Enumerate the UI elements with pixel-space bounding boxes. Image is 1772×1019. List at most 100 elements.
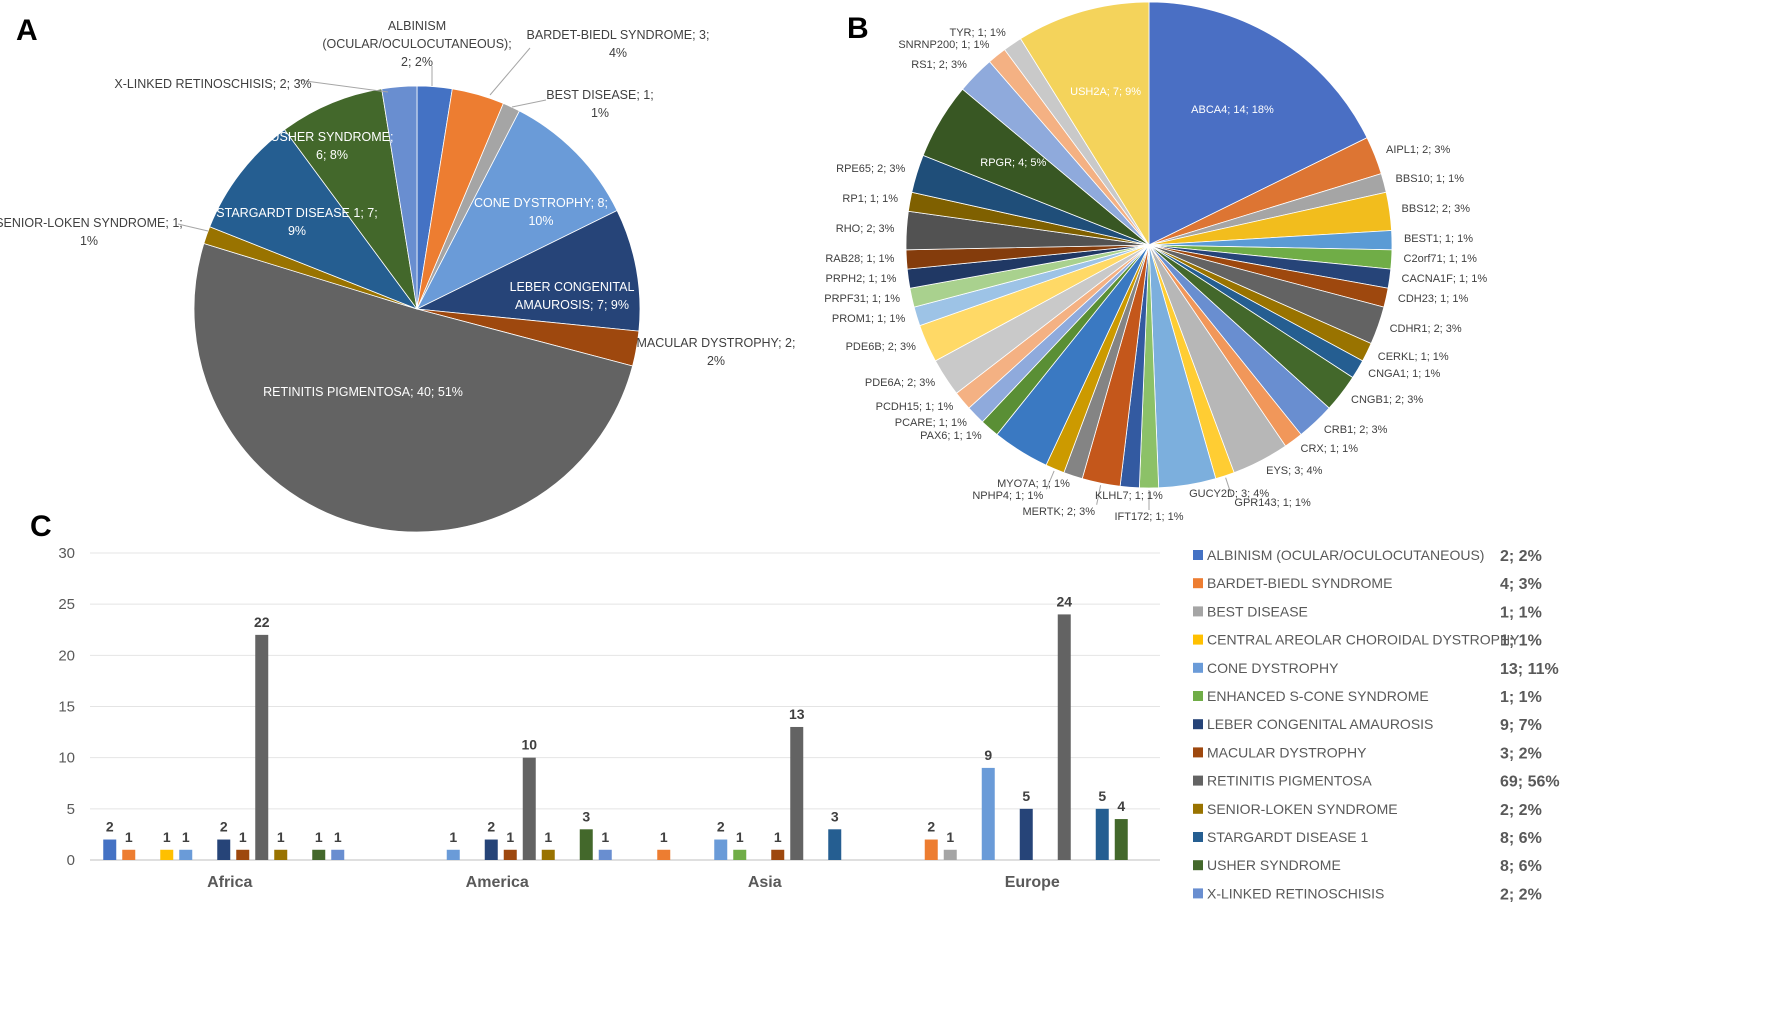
legend-swatch bbox=[1193, 719, 1203, 730]
legend-label: ALBINISM (OCULAR/OCULOCUTANEOUS) bbox=[1207, 547, 1484, 563]
bar-value-label: 13 bbox=[789, 706, 805, 722]
bar bbox=[657, 849, 671, 860]
legend-total: 13; 11% bbox=[1500, 661, 1559, 678]
legend-swatch bbox=[1193, 860, 1203, 871]
bar bbox=[771, 849, 785, 860]
pie-label: X-LINKED RETINOSCHISIS; 2; 3% bbox=[114, 76, 312, 91]
pie-label: LEBER CONGENITAL AMAUROSIS; 7; 9% bbox=[509, 279, 635, 312]
bar-value-label: 1 bbox=[334, 829, 342, 845]
bar-value-label: 1 bbox=[449, 829, 457, 845]
bar bbox=[331, 849, 345, 860]
legend-swatch bbox=[1193, 888, 1203, 899]
bar bbox=[274, 849, 288, 860]
bar-value-label: 9 bbox=[984, 747, 992, 763]
bar bbox=[541, 849, 555, 860]
legend-total: 8; 6% bbox=[1500, 830, 1542, 847]
leader-line bbox=[1225, 477, 1233, 497]
legend-label: X-LINKED RETINOSCHISIS bbox=[1207, 885, 1384, 901]
pie-label: RPGR; 4; 5% bbox=[980, 157, 1047, 170]
bar-value-label: 22 bbox=[254, 614, 270, 630]
pie-label: USH2A; 7; 9% bbox=[1070, 86, 1142, 99]
legend-label: STARGARDT DISEASE 1 bbox=[1207, 829, 1369, 845]
x-tick-label: Europe bbox=[1005, 874, 1060, 891]
y-tick-label: 30 bbox=[58, 545, 75, 562]
pie-slice bbox=[1020, 1, 1150, 247]
bar bbox=[598, 849, 612, 860]
pie-label: GPR143; 1; 1% bbox=[1234, 497, 1311, 510]
bar-value-label: 1 bbox=[736, 829, 744, 845]
pie-label: TYR; 1; 1% bbox=[949, 27, 1006, 40]
legend-total: 3; 2% bbox=[1500, 745, 1542, 762]
bar-value-label: 1 bbox=[315, 829, 323, 845]
bar-value-label: 3 bbox=[582, 808, 590, 824]
pie-label: PDE6B; 2; 3% bbox=[845, 341, 916, 354]
pie-slice bbox=[283, 88, 418, 310]
bar-value-label: 5 bbox=[1098, 788, 1106, 804]
y-tick-label: 5 bbox=[67, 801, 75, 818]
bar-value-label: 1 bbox=[946, 829, 954, 845]
y-tick-label: 25 bbox=[58, 596, 75, 613]
legend-swatch bbox=[1193, 578, 1203, 589]
legend-label: RETINITIS PIGMENTOSA bbox=[1207, 773, 1372, 789]
bar-value-label: 1 bbox=[660, 829, 668, 845]
pie-label: C2orf71; 1; 1% bbox=[1403, 253, 1477, 266]
pie-label: PRPH2; 1; 1% bbox=[825, 273, 897, 286]
legend-swatch bbox=[1193, 803, 1203, 814]
pie-label: PDE6A; 2; 3% bbox=[864, 377, 936, 390]
pie-label: BARDET-BIEDL SYNDROME; 3; 4% bbox=[526, 27, 710, 60]
legend-total: 1; 1% bbox=[1500, 604, 1542, 621]
x-tick-label: America bbox=[466, 874, 529, 891]
pie-label: CDH23; 1; 1% bbox=[1397, 293, 1469, 306]
pie-label: NPHP4; 1; 1% bbox=[972, 489, 1044, 502]
y-tick-label: 10 bbox=[58, 750, 75, 767]
leader-line bbox=[1045, 470, 1055, 490]
legend-label: BEST DISEASE bbox=[1207, 603, 1308, 619]
bar-value-label: 3 bbox=[831, 808, 839, 824]
legend-total: 9; 7% bbox=[1500, 717, 1542, 734]
y-tick-label: 0 bbox=[67, 852, 75, 869]
pie-label: AIPL1; 2; 3% bbox=[1386, 143, 1451, 156]
legend-swatch bbox=[1193, 747, 1203, 758]
legend-label: ENHANCED S-CONE SYNDROME bbox=[1207, 688, 1429, 704]
legend-total: 1; 1% bbox=[1500, 633, 1542, 650]
legend-label: SENIOR-LOKEN SYNDROME bbox=[1207, 801, 1398, 817]
pie-label: PROM1; 1; 1% bbox=[831, 312, 906, 325]
leader-line bbox=[489, 47, 531, 96]
pie-label: RP1; 1; 1% bbox=[842, 192, 899, 205]
bar-value-label: 1 bbox=[125, 829, 133, 845]
pie-slice bbox=[209, 129, 419, 310]
pie-label: SENIOR-LOKEN SYNDROME; 1; 1% bbox=[0, 215, 183, 248]
pie-slice bbox=[416, 110, 618, 310]
bar bbox=[733, 849, 747, 860]
bar bbox=[924, 839, 938, 860]
bar-value-label: 4 bbox=[1117, 798, 1125, 814]
pie-label: MYO7A; 1; 1% bbox=[997, 478, 1070, 491]
bar bbox=[714, 839, 728, 860]
bar-value-label: 1 bbox=[239, 829, 247, 845]
bar-value-label: 5 bbox=[1022, 788, 1030, 804]
pie-label: BEST1; 1; 1% bbox=[1403, 232, 1474, 245]
legend-label: USHER SYNDROME bbox=[1207, 857, 1341, 873]
legend-label: LEBER CONGENITAL AMAUROSIS bbox=[1207, 716, 1433, 732]
legend-total: 4; 3% bbox=[1500, 576, 1542, 593]
legend-total: 2; 2% bbox=[1500, 886, 1542, 903]
bar-value-label: 1 bbox=[774, 829, 782, 845]
bar bbox=[255, 634, 269, 860]
legend-swatch bbox=[1193, 550, 1203, 560]
pie-label: CRB1; 2; 3% bbox=[1323, 423, 1388, 436]
bar bbox=[236, 849, 250, 860]
pie-label: ALBINISM (OCULAR/OCULOCUTANEOUS); 2; 2% bbox=[322, 18, 512, 70]
pie-label: EYS; 3; 4% bbox=[1266, 464, 1323, 477]
pie-label: SNRNP200; 1; 1% bbox=[898, 39, 990, 52]
bar-value-label: 2 bbox=[487, 819, 495, 835]
pie-label: ABCA4; 14; 18% bbox=[1191, 103, 1274, 116]
pie-label: BBS12; 2; 3% bbox=[1401, 202, 1471, 215]
panel-letter: C bbox=[30, 510, 52, 543]
pie-label: BEST DISEASE; 1; 1% bbox=[546, 87, 654, 120]
bar bbox=[484, 839, 498, 860]
pie-label: RS1; 2; 3% bbox=[911, 59, 967, 72]
bar bbox=[579, 829, 593, 860]
bar-value-label: 1 bbox=[277, 829, 285, 845]
